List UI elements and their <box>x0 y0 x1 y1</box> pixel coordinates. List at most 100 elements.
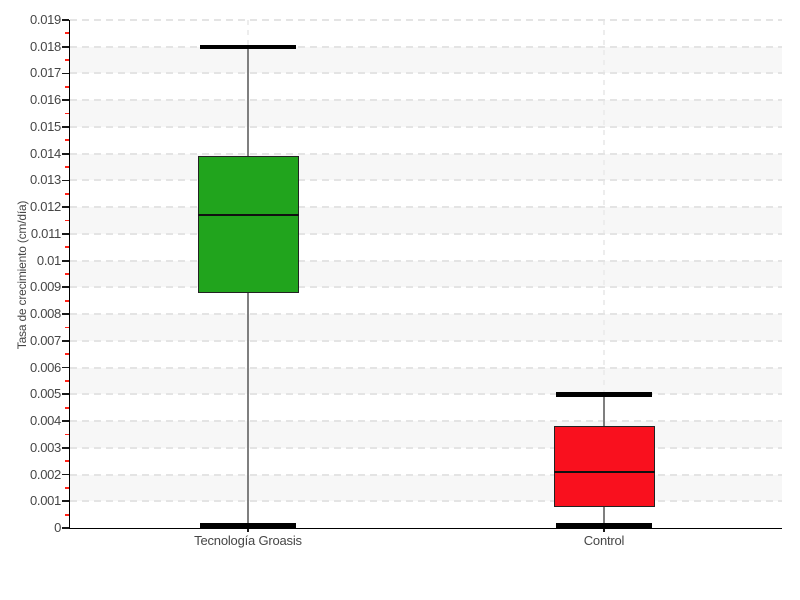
y-tick-label: 0.002 <box>29 466 61 482</box>
y-minor-tick <box>65 139 69 142</box>
background-band <box>70 314 782 341</box>
y-major-tick <box>62 45 69 48</box>
category-tick <box>603 528 605 532</box>
y-minor-tick <box>65 513 69 516</box>
background-band <box>70 367 782 395</box>
y-major-tick <box>62 259 69 262</box>
y-minor-tick <box>65 59 69 61</box>
y-tick-label: 0.016 <box>29 92 61 108</box>
median-line <box>197 214 299 217</box>
y-tick-label: 0.017 <box>29 65 61 81</box>
box <box>553 426 655 507</box>
y-tick-label: 0.008 <box>29 306 61 322</box>
median-line <box>553 470 655 473</box>
y-minor-tick <box>65 433 69 436</box>
background-band <box>70 153 782 181</box>
y-tick-label: 0.005 <box>29 386 61 402</box>
y-tick-label: 0.019 <box>29 12 61 27</box>
y-minor-tick <box>65 192 69 195</box>
y-minor-tick <box>65 326 69 329</box>
x-axis-line <box>70 528 782 530</box>
y-major-tick <box>62 446 69 449</box>
category-label: Tecnología Groasis <box>194 533 302 548</box>
y-major-tick <box>62 72 69 75</box>
h-gridline <box>70 99 782 102</box>
h-gridline <box>70 125 782 128</box>
y-minor-tick <box>65 246 69 249</box>
h-gridline <box>70 232 782 235</box>
y-major-tick <box>62 366 69 369</box>
y-tick-label: 0.012 <box>29 199 61 215</box>
background-band <box>70 207 782 234</box>
y-major-tick <box>62 286 69 289</box>
box <box>197 156 299 293</box>
background-band <box>70 100 782 127</box>
y-minor-tick <box>65 166 69 168</box>
y-minor-tick <box>65 353 69 356</box>
h-gridline <box>70 206 782 209</box>
y-tick-label: 0.001 <box>29 493 61 509</box>
y-major-tick <box>62 206 69 209</box>
h-gridline <box>70 366 782 369</box>
y-minor-tick <box>65 460 69 463</box>
y-tick-label: 0.003 <box>29 439 61 455</box>
whisker-cap-bottom <box>556 523 652 528</box>
y-major-tick <box>62 500 69 503</box>
y-minor-tick <box>65 380 69 382</box>
h-gridline <box>70 339 782 342</box>
y-major-tick <box>62 527 69 529</box>
h-gridline <box>70 446 782 449</box>
y-tick-label: 0.014 <box>29 145 61 161</box>
y-major-tick <box>62 393 69 396</box>
y-tick-label: 0.011 <box>30 225 61 241</box>
y-tick-label: 0 <box>54 520 61 535</box>
background-band <box>70 46 782 74</box>
h-gridline <box>70 473 782 476</box>
background-band <box>70 474 782 502</box>
y-minor-tick <box>65 112 69 115</box>
h-gridline <box>70 72 782 75</box>
y-major-tick <box>62 339 69 342</box>
y-tick-label: 0.004 <box>29 413 61 429</box>
h-gridline <box>70 259 782 262</box>
background-band <box>70 421 782 448</box>
y-minor-tick <box>65 32 69 35</box>
h-gridline <box>70 500 782 503</box>
y-major-tick <box>62 152 69 155</box>
y-major-tick <box>62 179 69 182</box>
y-tick-label: 0.013 <box>29 172 61 188</box>
y-tick-label: 0.018 <box>29 38 61 54</box>
y-major-tick <box>62 232 69 235</box>
v-gridline <box>603 20 605 528</box>
h-gridline <box>70 152 782 155</box>
h-gridline <box>70 179 782 182</box>
y-minor-tick <box>65 406 69 409</box>
h-gridline <box>70 19 782 21</box>
whisker-cap-top <box>556 392 652 397</box>
y-major-tick <box>62 19 69 21</box>
y-minor-tick <box>65 219 69 222</box>
whisker-cap-bottom <box>200 523 296 528</box>
background-band <box>70 260 782 288</box>
h-gridline <box>70 420 782 423</box>
y-axis-line <box>68 20 70 530</box>
h-gridline <box>70 393 782 396</box>
y-major-tick <box>62 99 69 102</box>
h-gridline <box>70 45 782 48</box>
y-tick-label: 0.007 <box>29 332 61 348</box>
y-tick-label: 0.009 <box>29 279 61 295</box>
y-major-tick <box>62 420 69 422</box>
y-minor-tick <box>65 299 69 302</box>
y-minor-tick <box>65 273 69 275</box>
y-tick-label: 0.015 <box>29 118 61 134</box>
y-tick-label: 0.006 <box>29 359 61 375</box>
y-major-tick <box>62 313 69 315</box>
y-major-tick <box>62 473 69 476</box>
category-label: Control <box>583 533 625 548</box>
y-major-tick <box>62 126 69 128</box>
whisker-cap-top <box>200 44 296 50</box>
h-gridline <box>70 286 782 289</box>
y-minor-tick <box>65 85 69 88</box>
